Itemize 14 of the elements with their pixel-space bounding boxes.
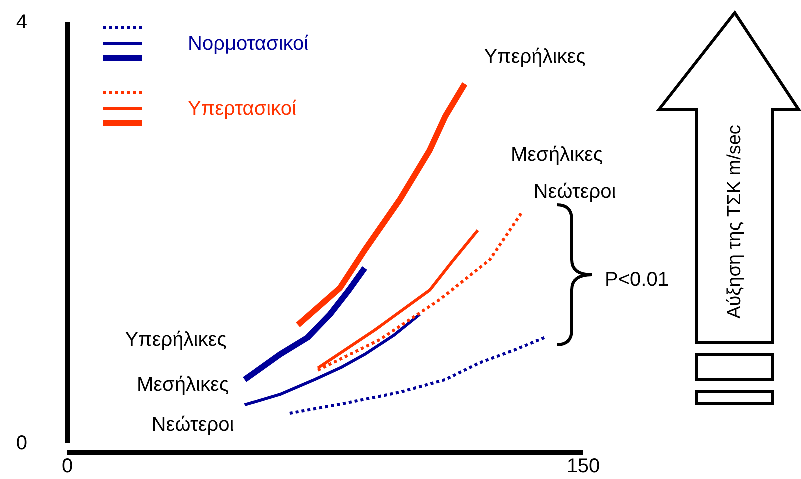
- annotation: Νεώτεροι: [152, 414, 234, 436]
- line-series: [243, 313, 422, 407]
- annotation: Υπερήλικες: [484, 46, 586, 68]
- annotation: Μεσήλικες: [136, 374, 230, 396]
- x-tick-label: 150: [566, 456, 600, 478]
- legend-label: Υπερτασικοί: [188, 98, 296, 120]
- annotation: Μεσήλικες: [510, 144, 604, 166]
- line-series: [288, 336, 546, 416]
- text: Αύξηση της ΤΣΚ m/sec: [724, 125, 746, 319]
- annotation: Νεώτεροι: [534, 181, 616, 203]
- y-tick-label: 4: [16, 12, 28, 34]
- text: P<0.01: [605, 269, 669, 291]
- legend-label: Νορμοτασικοί: [188, 33, 309, 55]
- annotation: Υπερήλικες: [125, 329, 227, 351]
